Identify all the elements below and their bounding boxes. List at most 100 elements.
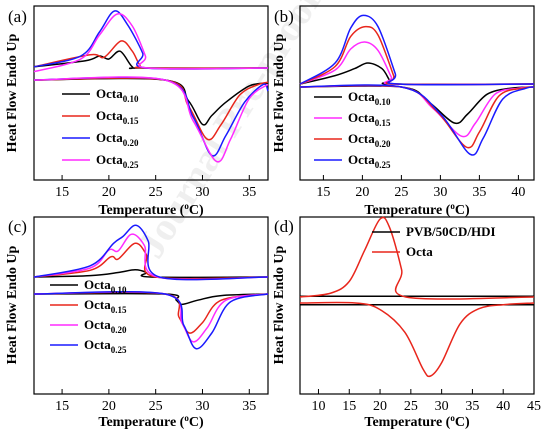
y-axis-title: Heat Flow Endo Up xyxy=(5,33,20,152)
legend-label: PVB/50CD/HDI xyxy=(406,224,496,239)
tick-layer: 15 20 25 30 35 xyxy=(55,389,256,414)
unit-text: C) xyxy=(189,203,204,218)
legend-label-subscript: 0.20 xyxy=(123,138,139,148)
y-axis-title: Heat Flow Endo Up xyxy=(272,33,287,152)
series-line-cooling xyxy=(33,291,269,343)
legend-label-subscript: 0.20 xyxy=(111,325,127,335)
tick-layer: 15 20 25 30 35 40 xyxy=(316,175,525,200)
legend-label-subscript: 0.15 xyxy=(123,116,139,126)
x-tick-label: 40 xyxy=(511,185,525,200)
x-tick-label: 10 xyxy=(311,399,325,414)
series-line-cooling xyxy=(33,290,269,350)
series-line-heating xyxy=(33,10,269,70)
degree-superscript: o xyxy=(184,201,189,211)
series-line-cooling xyxy=(299,301,535,378)
x-tick-label: 35 xyxy=(465,399,479,414)
series-layer xyxy=(33,224,269,350)
legend-label: Octa0.15 xyxy=(348,110,391,128)
legend: Octa0.10 Octa0.15 Octa0.20 Octa0.25 xyxy=(314,89,391,170)
legend-label-subscript: 0.15 xyxy=(111,305,127,315)
legend-label: Octa0.15 xyxy=(84,297,127,315)
series-line-cooling xyxy=(33,292,269,306)
y-axis-title: Heat Flow Endo Up xyxy=(272,245,287,364)
series-layer xyxy=(299,14,535,156)
legend-label-subscript: 0.10 xyxy=(111,285,127,295)
x-tick-label: 30 xyxy=(433,185,447,200)
x-tick-label: 25 xyxy=(149,185,163,200)
panel-a: (a) 15 20 25 30 35 Octa0.10Octa0.15Octa0.20O… xyxy=(5,5,269,218)
series-line-heating xyxy=(33,13,269,73)
x-tick-label: 35 xyxy=(242,185,256,200)
tick-layer: 10 15 20 25 30 35 40 45 xyxy=(311,389,541,414)
x-tick-label: 35 xyxy=(242,399,256,414)
unit-text: C) xyxy=(455,203,470,218)
series-line-heating xyxy=(299,216,535,300)
panel-label: (d) xyxy=(274,217,294,236)
unit-text: C) xyxy=(455,415,470,430)
legend-label: Octa0.20 xyxy=(84,317,127,335)
legend-label-subscript: 0.25 xyxy=(123,160,139,170)
legend-label: Octa0.10 xyxy=(96,86,139,104)
x-axis-title: Temperature (oC) xyxy=(364,413,470,430)
x-tick-label: 30 xyxy=(195,185,209,200)
plot-frame xyxy=(299,5,535,181)
series-line-heating xyxy=(299,14,535,86)
x-tick-label: 40 xyxy=(496,399,510,414)
series-layer xyxy=(299,216,535,378)
x-tick-label: 20 xyxy=(102,185,116,200)
x-tick-label: 45 xyxy=(527,399,541,414)
legend-label-subscript: 0.10 xyxy=(375,97,391,107)
panel-d: (d) 10 15 20 25 30 35 40 45 PVB/50CD/HDI Octa He… xyxy=(272,216,541,430)
legend-label-subscript: 0.15 xyxy=(375,118,391,128)
x-axis-title: Temperature (oC) xyxy=(98,201,204,218)
legend-label-subscript: 0.25 xyxy=(375,160,391,170)
tick-layer: 15 20 25 30 35 xyxy=(55,175,256,200)
panel-label: (b) xyxy=(274,7,294,26)
plot-frame xyxy=(33,5,269,181)
legend-label: Octa0.25 xyxy=(84,337,127,355)
x-tick-label: 15 xyxy=(55,399,69,414)
degree-superscript: o xyxy=(450,413,455,423)
legend-label-subscript: 0.10 xyxy=(123,94,139,104)
legend-label: Octa0.10 xyxy=(348,89,391,107)
x-tick-label: 30 xyxy=(195,399,209,414)
x-tick-label: 30 xyxy=(435,399,449,414)
panel-label: (c) xyxy=(8,217,27,236)
legend-label-subscript: 0.25 xyxy=(111,345,127,355)
panel-label: (a) xyxy=(8,7,27,26)
y-axis-title: Heat Flow Endo Up xyxy=(5,245,20,364)
x-tick-label: 15 xyxy=(342,399,356,414)
x-tick-label: 25 xyxy=(394,185,408,200)
legend-label-subscript: 0.20 xyxy=(375,139,391,149)
legend: PVB/50CD/HDI Octa xyxy=(372,224,496,259)
panel-b: (b) 15 20 25 30 35 40 Octa0.10 Octa0.15 Octa0.2… xyxy=(272,5,535,218)
x-tick-label: 25 xyxy=(149,399,163,414)
x-tick-label: 20 xyxy=(355,185,369,200)
plot-frame xyxy=(33,216,269,395)
series-line-cooling xyxy=(299,84,535,156)
x-tick-label: 20 xyxy=(102,399,116,414)
x-tick-label: 25 xyxy=(404,399,418,414)
series-line-cooling xyxy=(33,76,269,163)
legend-label: Octa0.20 xyxy=(96,130,139,148)
degree-superscript: o xyxy=(450,201,455,211)
plot-frame xyxy=(299,216,535,395)
series-line-heating xyxy=(33,224,269,281)
panel-c: (c) 15 20 25 30 35 Octa0.10Octa0.15Octa0.20O… xyxy=(5,216,269,430)
legend-label: Octa0.25 xyxy=(348,152,391,170)
x-axis-title: Temperature (oC) xyxy=(98,413,204,430)
series-line-cooling xyxy=(299,84,535,138)
legend-label: Octa xyxy=(406,244,433,259)
degree-superscript: o xyxy=(184,413,189,423)
x-tick-label: 15 xyxy=(316,185,330,200)
legend-label: Octa0.20 xyxy=(348,131,391,149)
series-layer xyxy=(33,10,269,163)
x-axis-title: Temperature (oC) xyxy=(364,201,470,218)
legend-label: Octa0.25 xyxy=(96,152,139,170)
x-tick-label: 35 xyxy=(472,185,486,200)
x-tick-label: 15 xyxy=(55,185,69,200)
unit-text: C) xyxy=(189,415,204,430)
